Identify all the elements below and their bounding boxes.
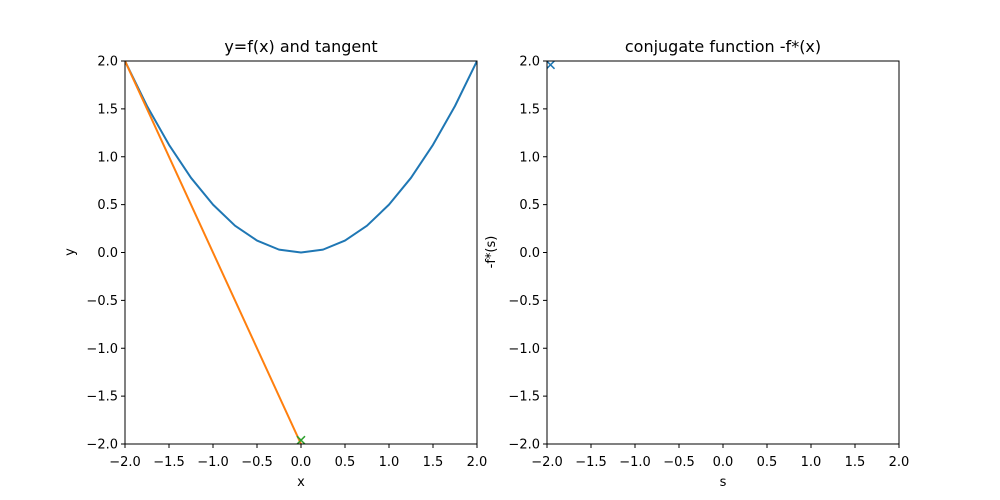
left-x-tick-label: 1.5	[423, 455, 444, 470]
left-series-group	[125, 61, 477, 444]
right-x-tick-label: −0.5	[663, 455, 695, 470]
right-y-tick-label: −2.0	[508, 438, 540, 453]
left-y-tick-label: −1.0	[86, 342, 118, 357]
right-x-tick-label: −1.5	[575, 455, 607, 470]
right-y-tick-label: 1.5	[519, 102, 540, 117]
right-y-tick-label: 0.0	[519, 246, 540, 261]
right-data-point-marker	[547, 61, 556, 70]
right-y-tick-label: 2.0	[519, 55, 540, 70]
left-y-tick-label: −1.5	[86, 390, 118, 405]
left-y-axis-label: y	[63, 248, 78, 256]
left-x-tick-label: −1.5	[153, 455, 185, 470]
left-series-line-0	[125, 61, 477, 254]
right-series-group	[547, 61, 556, 70]
right-y-axis-label: -f*(s)	[484, 236, 499, 269]
left-series-line-1	[125, 61, 302, 444]
right-y-tick-label: 0.5	[519, 198, 540, 213]
right-x-tick-label: 1.0	[801, 455, 822, 470]
left-x-tick-label: 2.0	[467, 455, 488, 470]
right-x-tick-label: 0.5	[757, 455, 778, 470]
left-y-tick-label: −0.5	[86, 294, 118, 309]
right-chart-title: conjugate function -f*(x)	[625, 37, 821, 56]
left-x-tick-label: 0.0	[291, 455, 312, 470]
right-y-tick-label: −1.0	[508, 342, 540, 357]
left-y-tick-label: 1.0	[97, 150, 118, 165]
left-data-point-marker	[296, 435, 306, 444]
right-x-tick-label: −2.0	[531, 455, 563, 470]
right-x-tick-label: 2.0	[889, 455, 910, 470]
right-x-tick-label: 1.5	[845, 455, 866, 470]
left-y-tick-label: −2.0	[86, 438, 118, 453]
right-x-tick-label: 0.0	[713, 455, 734, 470]
right-subplot: conjugate function -f*(x) s -f*(s) −2.0−…	[484, 37, 909, 490]
left-x-tick-label: 1.0	[379, 455, 400, 470]
left-x-axis-label: x	[297, 475, 305, 490]
left-y-tick-label: 0.5	[97, 198, 118, 213]
left-y-tick-label: 1.5	[97, 102, 118, 117]
left-subplot: y=f(x) and tangent x y −2.0 −1.5 −1.0 −0.5 0…	[63, 37, 487, 490]
left-y-tick-label: 2.0	[97, 55, 118, 70]
left-plot-area: −2.0 −1.5 −1.0 −0.5 0.0 0.5 1.0 1.5 2.0−2.0−1.5−…	[86, 55, 487, 471]
left-x-tick-label: −0.5	[241, 455, 273, 470]
right-y-tick-label: −1.5	[508, 390, 540, 405]
right-x-axis-label: s	[720, 475, 727, 490]
right-x-tick-label: −1.0	[619, 455, 651, 470]
right-y-tick-label: −0.5	[508, 294, 540, 309]
right-plot-area: −2.0 −1.5 −1.0 −0.5 0.0 0.5 1.0 1.5 2.0−2.0−1.5−…	[508, 55, 909, 471]
left-x-tick-label: −2.0	[109, 455, 141, 470]
left-x-tick-label: 0.5	[335, 455, 356, 470]
right-y-tick-label: 1.0	[519, 150, 540, 165]
left-chart-title: y=f(x) and tangent	[224, 37, 377, 56]
left-y-tick-label: 0.0	[97, 246, 118, 261]
left-x-tick-label: −1.0	[197, 455, 229, 470]
